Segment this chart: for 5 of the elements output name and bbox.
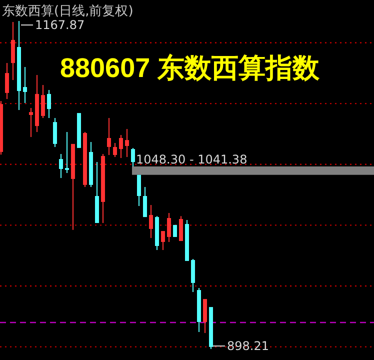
annotation: 898.21 <box>227 339 269 353</box>
annotation: 1167.87 <box>35 18 85 32</box>
band-label: 1048.30 - 1041.38 <box>136 152 248 166</box>
text: 880607 东数西算指数 <box>60 53 321 83</box>
chart-title: 东数西算(日线,前复权) <box>2 4 134 19</box>
